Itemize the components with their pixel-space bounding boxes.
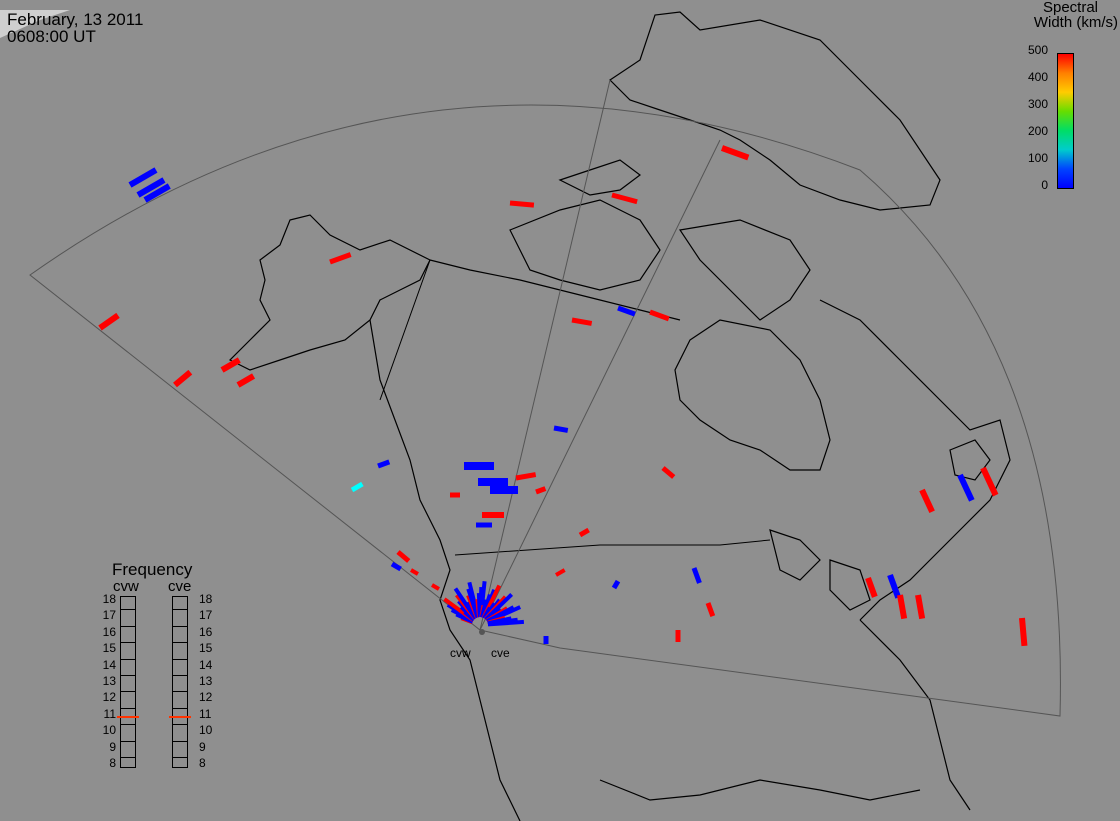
echo-mark — [611, 579, 621, 590]
colorbar-title-2: Width (km/s) — [1033, 14, 1118, 31]
echo-mark — [515, 472, 537, 481]
frequency-level: 16 — [199, 624, 213, 639]
frequency-level: 12 — [102, 690, 116, 705]
frequency-level: 17 — [199, 608, 213, 623]
echo-mark — [482, 512, 504, 518]
echo-mark — [128, 167, 158, 188]
colorbar-tick: 400 — [1027, 70, 1048, 84]
frequency-column-cve — [172, 596, 188, 768]
terminator-region — [0, 10, 70, 88]
frequency-level: 11 — [199, 706, 212, 721]
echo-mark — [396, 550, 411, 563]
frequency-column-cvw — [120, 596, 136, 768]
frequency-level: 15 — [199, 641, 213, 656]
colorbar-tick: 500 — [1027, 43, 1048, 57]
frequency-level: 18 — [199, 592, 213, 606]
echo-mark — [578, 527, 590, 538]
echo-mark — [490, 486, 518, 494]
echo-mark — [675, 630, 681, 642]
echo-mark — [478, 478, 508, 486]
time-label: 0608:00 UT — [7, 27, 96, 46]
frequency-level: 8 — [199, 756, 206, 770]
echo-mark — [350, 481, 364, 493]
echo-mark — [329, 252, 352, 265]
frequency-level: 16 — [102, 624, 116, 639]
echo-mark — [887, 573, 902, 599]
echo-mark — [555, 568, 566, 577]
echo-mark — [377, 459, 391, 469]
frequency-level: 13 — [102, 674, 116, 688]
echo-mark — [720, 145, 750, 161]
echo-mark — [705, 602, 716, 618]
frequency-marker-cve — [169, 716, 191, 719]
echo-mark — [957, 473, 975, 502]
frequency-level: 12 — [199, 690, 213, 705]
frequency-level: 14 — [102, 657, 116, 672]
echo-mark — [617, 305, 636, 317]
echo-mark — [236, 373, 256, 388]
frequency-label-cve: cve — [168, 578, 192, 595]
echo-mark — [691, 567, 702, 584]
frequency-title: Frequency — [112, 560, 193, 579]
echo-mark — [535, 486, 547, 495]
frequency-level: 9 — [109, 739, 116, 754]
echo-mark — [649, 309, 670, 322]
echo-mark — [1019, 617, 1028, 647]
date-label: February, 13 2011 — [7, 10, 144, 29]
radar-echoes — [98, 145, 1028, 647]
echo-mark — [410, 568, 419, 576]
frequency-level: 14 — [199, 657, 213, 672]
echo-mark — [464, 462, 494, 470]
echo-mark — [897, 594, 908, 620]
station-label-cve: cve — [491, 646, 510, 660]
frequency-level: 13 — [199, 674, 213, 688]
echo-mark — [915, 594, 926, 620]
echo-mark — [509, 200, 535, 208]
echo-mark — [611, 192, 638, 205]
frequency-label-cvw: cvw — [113, 578, 139, 595]
station-label-cvw: cvw — [450, 646, 471, 660]
echo-mark — [553, 425, 569, 433]
colorbar-tick: 0 — [1041, 178, 1048, 192]
echo-mark — [476, 522, 492, 528]
colorbar-title-1: Spectral — [1042, 0, 1098, 16]
colorbar — [1057, 53, 1074, 189]
echo-mark — [136, 177, 166, 198]
echo-mark — [478, 581, 487, 618]
echo-mark — [143, 183, 171, 203]
coastlines — [228, 11, 1011, 821]
echo-mark — [98, 312, 120, 331]
echo-mark — [980, 466, 999, 497]
frequency-level: 15 — [102, 641, 116, 656]
frequency-marker-cvw — [117, 716, 139, 719]
echo-mark — [173, 369, 193, 388]
echo-mark — [220, 357, 241, 373]
echo-mark — [431, 583, 440, 591]
frequency-level: 10 — [102, 723, 116, 738]
colorbar-tick: 300 — [1027, 97, 1048, 111]
echo-mark — [487, 619, 525, 627]
echo-mark — [919, 488, 935, 514]
frequency-level: 8 — [109, 756, 116, 770]
echo-mark — [450, 492, 460, 498]
station-marker — [479, 629, 485, 635]
frequency-level: 18 — [102, 592, 116, 606]
colorbar-tick: 200 — [1027, 124, 1048, 138]
frequency-level: 17 — [102, 608, 116, 623]
frequency-level: 10 — [199, 723, 213, 738]
frequency-level: 9 — [199, 739, 206, 754]
colorbar-tick: 100 — [1027, 151, 1048, 165]
echo-mark — [571, 317, 593, 326]
echo-mark — [661, 466, 676, 479]
frequency-level: 11 — [103, 706, 116, 721]
echo-mark — [543, 636, 549, 644]
borders — [379, 259, 771, 556]
field-of-view — [29, 79, 1061, 717]
echo-mark — [865, 576, 878, 598]
echo-mark — [390, 561, 402, 572]
